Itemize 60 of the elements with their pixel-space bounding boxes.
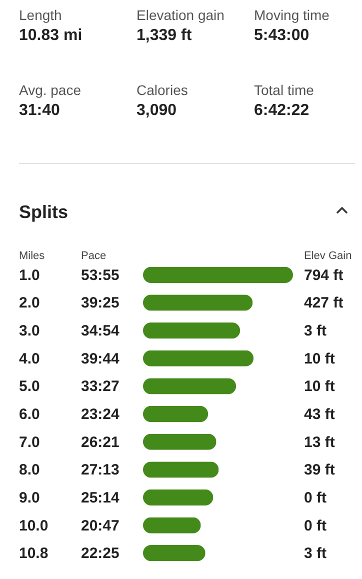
bar	[143, 266, 293, 283]
chart-title: Splits	[19, 202, 68, 222]
y-tick-label: 4.0	[19, 350, 40, 368]
bar	[143, 350, 254, 366]
text: 1,339 ft	[136, 27, 192, 44]
data-label: 22:25	[81, 545, 120, 562]
bar	[143, 434, 216, 450]
y-tick-label: 10.8	[19, 545, 48, 562]
y-tick-label: 6.0	[19, 406, 40, 423]
y-tick-label: 8.0	[19, 462, 40, 479]
data-label: 26:21	[81, 434, 120, 451]
x-axis-title: Pace	[81, 250, 106, 262]
bar	[143, 378, 236, 394]
y-tick-label: 9.0	[19, 489, 40, 506]
bar	[143, 406, 208, 422]
text: 5:43:00	[254, 27, 310, 44]
text: 31:40	[19, 102, 60, 119]
text: 39 ft	[304, 462, 335, 479]
text: Avg. pace	[19, 82, 82, 98]
text: Elev Gain	[304, 250, 352, 262]
bar	[143, 462, 219, 478]
y-tick-label: 1.0	[19, 266, 40, 284]
data-label: 25:14	[81, 489, 120, 506]
bar	[143, 545, 206, 562]
data-label: 39:44	[81, 350, 120, 368]
text: 0 ft	[304, 489, 327, 506]
y-tick-label: 10.0	[19, 517, 48, 534]
text: 43 ft	[304, 406, 335, 423]
data-label: 27:13	[81, 462, 120, 479]
bar	[143, 322, 240, 339]
y-axis-title: Miles	[19, 250, 46, 262]
text: 427 ft	[304, 294, 344, 312]
text: Elevation gain	[136, 7, 224, 23]
text: Moving time	[254, 7, 330, 23]
text: 10 ft	[304, 350, 335, 368]
data-label: 34:54	[81, 322, 120, 340]
bar	[143, 517, 201, 534]
text: 0 ft	[304, 517, 327, 534]
bar	[143, 294, 253, 311]
y-tick-label: 5.0	[19, 378, 40, 396]
bar	[143, 489, 214, 506]
data-label: 20:47	[81, 517, 120, 534]
text: 3 ft	[304, 545, 327, 562]
data-label: 33:27	[81, 378, 120, 396]
text: 3,090	[136, 102, 177, 119]
text: 6:42:22	[254, 102, 310, 119]
y-tick-label: 2.0	[19, 294, 40, 312]
data-label: 23:24	[81, 406, 120, 423]
text: 10 ft	[304, 378, 335, 396]
text: 794 ft	[304, 266, 344, 284]
text: 10.83 mi	[19, 27, 82, 44]
y-tick-label: 3.0	[19, 322, 40, 340]
data-label: 53:55	[81, 266, 120, 284]
data-label: 39:25	[81, 294, 120, 312]
text: Total time	[254, 82, 314, 98]
text: Length	[19, 7, 62, 23]
y-tick-label: 7.0	[19, 434, 40, 451]
text: Calories	[136, 82, 188, 98]
text: 13 ft	[304, 434, 335, 451]
text: 3 ft	[304, 322, 327, 340]
